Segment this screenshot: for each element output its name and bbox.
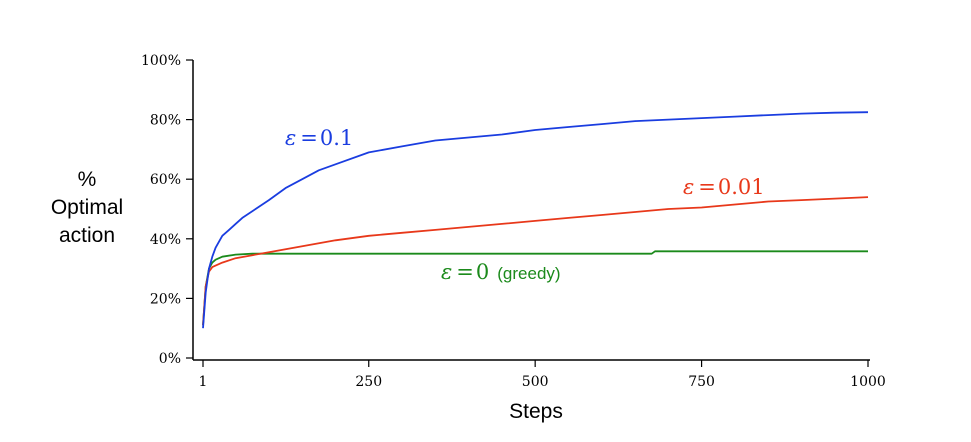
y-axis-title-line-3: action (59, 224, 115, 247)
x-tick-label: 1000 (850, 374, 886, 390)
y-axis-title-line-2: Optimal (51, 196, 123, 219)
x-axis-title: Steps (509, 400, 563, 423)
x-tick-label: 1 (199, 374, 208, 390)
series-label-eps-0-1: ε =0.1 (285, 126, 353, 150)
y-axis-title-line-1: % (78, 168, 97, 191)
series-label-eps-0-01: ε =0.01 (683, 175, 765, 199)
series-line-eps-0-1 (202, 111, 869, 329)
series-label-eps-0-greedy: ε =0 (greedy) (441, 260, 561, 284)
series-line-eps-0-01 (202, 196, 869, 326)
x-tick-label: 250 (355, 374, 382, 390)
y-ticks: 0% 20% 40% 60% 80% 100% (141, 53, 193, 367)
y-tick-label: 0% (159, 351, 181, 367)
series-lines (202, 111, 869, 329)
y-tick-label: 80% (150, 113, 181, 129)
axes (192, 60, 870, 361)
x-tick-label: 500 (522, 374, 549, 390)
x-ticks: 1 250 500 750 1000 (199, 360, 886, 390)
y-tick-label: 20% (150, 291, 181, 307)
y-tick-label: 40% (150, 232, 181, 248)
series-line-eps-0-greedy (202, 250, 868, 326)
y-tick-label: 60% (150, 172, 181, 188)
x-tick-label: 750 (688, 374, 715, 390)
y-tick-label: 100% (141, 53, 181, 69)
